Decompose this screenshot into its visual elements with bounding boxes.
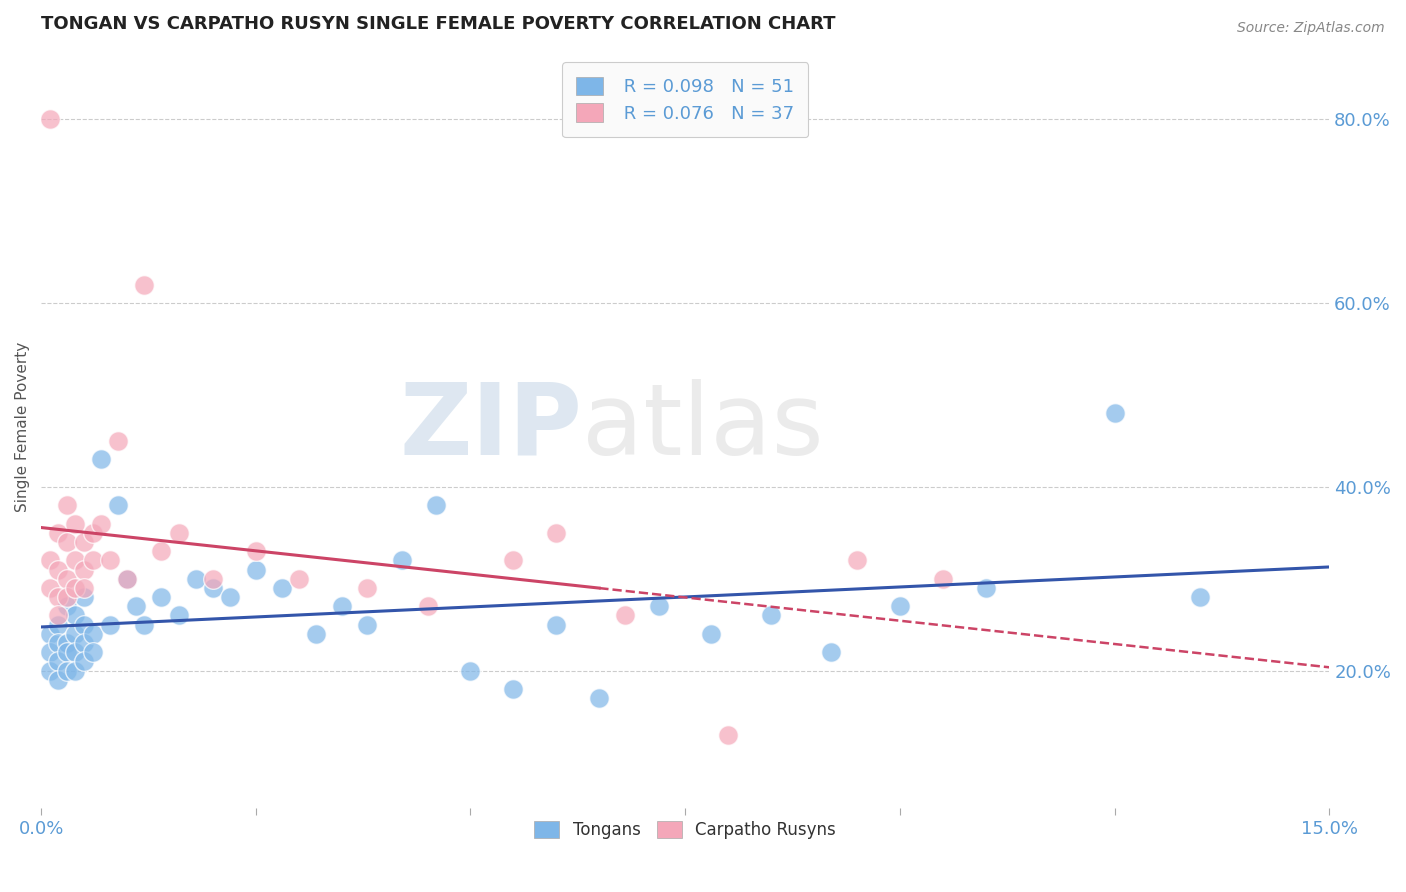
Point [46,617,69,632]
Point [56,535,79,549]
Point [98,553,121,567]
Point [201,572,224,586]
Text: Source: ZipAtlas.com: Source: ZipAtlas.com [1237,21,1385,35]
Point [90,452,112,467]
Point [82,645,104,659]
Text: TONGAN VS CARPATHO RUSYN SINGLE FEMALE POVERTY CORRELATION CHART: TONGAN VS CARPATHO RUSYN SINGLE FEMALE P… [41,15,835,33]
Point [201,581,224,595]
Point [65,645,87,659]
Point [356,617,378,632]
Point [150,544,173,558]
Point [356,581,378,595]
Point [56,645,79,659]
Point [219,590,242,604]
Point [1104,406,1126,420]
Point [65,664,87,678]
Point [974,581,997,595]
Point [82,627,104,641]
Point [460,664,482,678]
Point [46,608,69,623]
Point [73,581,96,595]
Point [38,627,60,641]
Point [107,498,129,512]
Point [134,617,156,632]
Point [889,599,911,614]
Point [588,691,610,706]
Point [65,608,87,623]
Point [932,572,955,586]
Point [90,516,112,531]
Point [245,562,267,576]
Point [65,553,87,567]
Point [614,608,637,623]
Point [245,544,267,558]
Point [56,664,79,678]
Point [46,562,69,576]
Point [56,599,79,614]
Point [184,572,207,586]
Point [46,636,69,650]
Point [38,664,60,678]
Point [425,498,447,512]
Point [82,553,104,567]
Point [65,516,87,531]
Point [1189,590,1212,604]
Point [38,581,60,595]
Legend: Tongans, Carpatho Rusyns: Tongans, Carpatho Rusyns [527,814,842,846]
Point [124,599,146,614]
Point [115,572,138,586]
Point [287,572,309,586]
Point [46,673,69,687]
Point [502,681,524,696]
Point [65,581,87,595]
Point [330,599,353,614]
Point [391,553,413,567]
Point [65,627,87,641]
Point [73,654,96,668]
Point [73,590,96,604]
Point [38,645,60,659]
Point [46,525,69,540]
Point [150,590,173,604]
Text: atlas: atlas [582,378,824,475]
Y-axis label: Single Female Poverty: Single Female Poverty [15,342,30,512]
Point [502,553,524,567]
Point [56,590,79,604]
Point [46,590,69,604]
Point [82,525,104,540]
Point [56,572,79,586]
Point [56,636,79,650]
Point [46,654,69,668]
Point [820,645,842,659]
Point [107,434,129,448]
Text: ZIP: ZIP [399,378,582,475]
Point [717,728,740,742]
Point [759,608,782,623]
Point [167,525,190,540]
Point [270,581,292,595]
Point [98,617,121,632]
Point [73,535,96,549]
Point [416,599,439,614]
Point [38,112,60,127]
Point [546,617,568,632]
Point [305,627,328,641]
Point [648,599,671,614]
Point [845,553,868,567]
Point [134,277,156,292]
Point [38,553,60,567]
Point [73,617,96,632]
Point [56,498,79,512]
Point [115,572,138,586]
Point [700,627,723,641]
Point [73,562,96,576]
Point [73,636,96,650]
Point [167,608,190,623]
Point [546,525,568,540]
